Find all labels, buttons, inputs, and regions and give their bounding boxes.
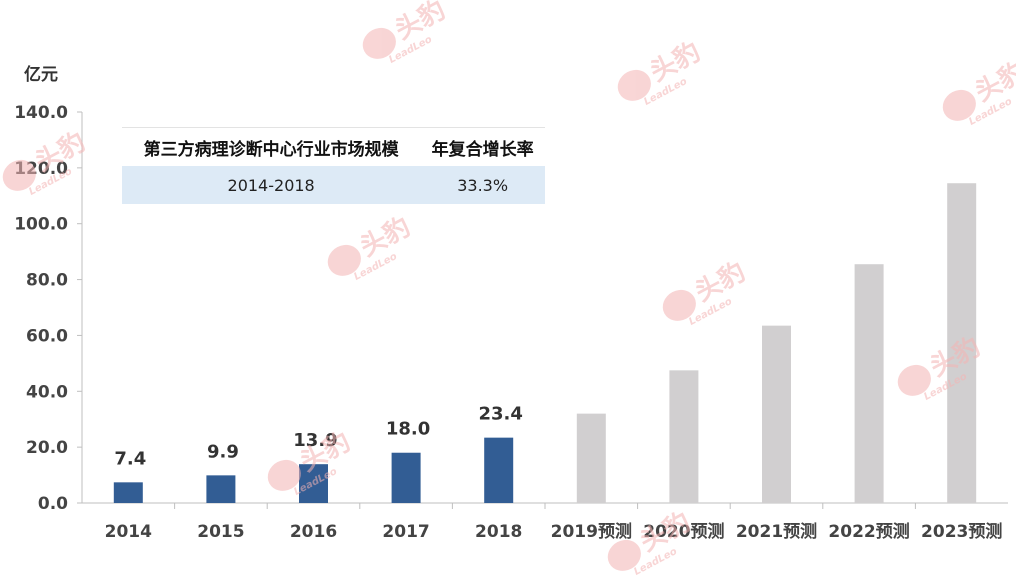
x-tick-label: 2016 xyxy=(290,522,337,542)
bar-actual xyxy=(484,437,514,503)
data-label: 9.9 xyxy=(207,441,239,462)
cagr-table: 第三方病理诊断中心行业市场规模 年复合增长率 2014-2018 33.3% xyxy=(122,127,545,204)
cagr-cell: 33.3% xyxy=(420,166,545,204)
data-label: 7.4 xyxy=(114,448,146,469)
y-tick-label: 140.0 xyxy=(14,103,68,123)
cagr-table-header-row: 第三方病理诊断中心行业市场规模 年复合增长率 xyxy=(122,127,545,166)
y-tick-label: 0.0 xyxy=(38,494,68,514)
x-tick-label: 2019预测 xyxy=(551,521,632,542)
data-label: 23.4 xyxy=(478,404,522,425)
bar-forecast xyxy=(854,264,884,503)
x-tick-label: 2022预测 xyxy=(828,521,909,542)
x-tick-label: 2015 xyxy=(197,522,244,542)
bar-actual xyxy=(113,482,143,503)
bar-forecast xyxy=(669,370,699,503)
period-cell: 2014-2018 xyxy=(122,166,421,204)
data-label: 18.0 xyxy=(386,419,430,440)
x-tick-label: 2020预测 xyxy=(643,521,724,542)
data-label: 13.9 xyxy=(293,430,337,451)
y-tick-label: 60.0 xyxy=(26,326,68,346)
metric-header: 第三方病理诊断中心行业市场规模 xyxy=(122,127,421,166)
y-tick-label: 40.0 xyxy=(26,382,68,402)
y-axis-unit-label: 亿元 xyxy=(24,65,58,85)
cagr-table-row: 2014-2018 33.3% xyxy=(122,166,545,204)
y-tick-label: 120.0 xyxy=(14,159,68,179)
y-tick-label: 100.0 xyxy=(14,215,68,235)
bar-actual xyxy=(299,464,328,503)
bar-forecast xyxy=(947,183,977,504)
cagr-header: 年复合增长率 xyxy=(420,127,545,166)
bar-forecast xyxy=(762,325,791,503)
y-tick-label: 20.0 xyxy=(26,438,68,458)
x-tick-label: 2017 xyxy=(382,522,429,542)
x-tick-label: 2023预测 xyxy=(921,521,1002,542)
bar-forecast xyxy=(576,413,606,503)
x-tick-label: 2018 xyxy=(475,522,522,542)
chart-bars xyxy=(113,183,977,504)
y-tick-label: 80.0 xyxy=(26,271,68,291)
bar-actual xyxy=(391,452,421,503)
x-tick-label: 2021预测 xyxy=(736,521,817,542)
x-tick-label: 2014 xyxy=(105,522,152,542)
bar-actual xyxy=(206,475,236,503)
